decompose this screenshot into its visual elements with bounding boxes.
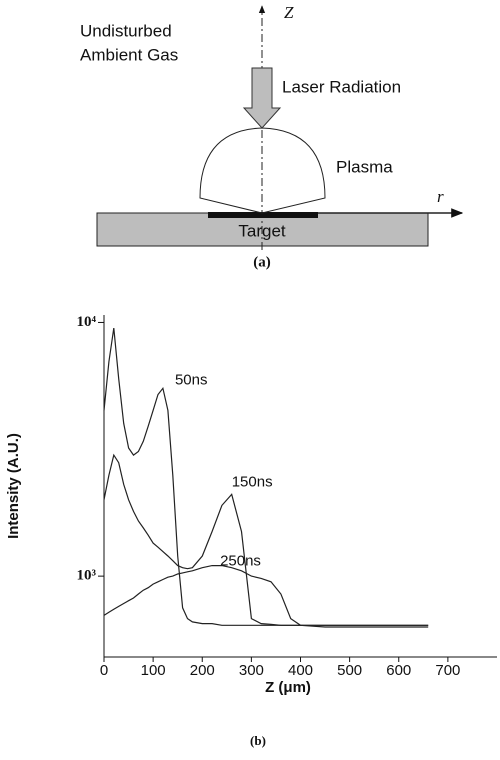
ablation-spot [208,212,318,218]
y-tick-label: 10³ [77,568,97,584]
series-line [103,453,429,626]
x-axis-title: Z (μm) [265,679,311,696]
gas-label: Ambient Gas [80,45,178,64]
series-label: 250ns [220,553,261,570]
series-label: 50ns [175,371,208,388]
plasma-label: Plasma [336,157,393,176]
caption: (b) [250,733,266,748]
series-line [103,565,429,628]
x-tick-label: 600 [386,662,411,679]
gas-label: Undisturbed [80,21,172,40]
target-label: Target [238,221,286,240]
x-tick-label: 400 [288,662,313,679]
caption: (a) [253,254,271,270]
y-axis-title: Intensity (A.U.) [5,433,22,539]
laser-arrow [242,67,282,129]
x-tick-label: 200 [190,662,215,679]
x-tick-label: 500 [337,662,362,679]
diagram: Z Undisturbed Ambient Gas Laser Radiatio… [80,3,464,270]
series-label: 150ns [232,473,273,490]
y-tick-label: 10⁴ [77,314,97,330]
z-label: Z [284,3,294,22]
laser-label: Laser Radiation [282,77,401,96]
x-tick-label: 700 [435,662,460,679]
x-tick-label: 100 [141,662,166,679]
x-tick-label: 0 [100,662,108,679]
x-tick-label: 300 [239,662,264,679]
chart: Z (μm) Intensity (A.U.) (b) 0 100 200 300 40… [5,314,497,748]
r-label: r [437,187,444,206]
